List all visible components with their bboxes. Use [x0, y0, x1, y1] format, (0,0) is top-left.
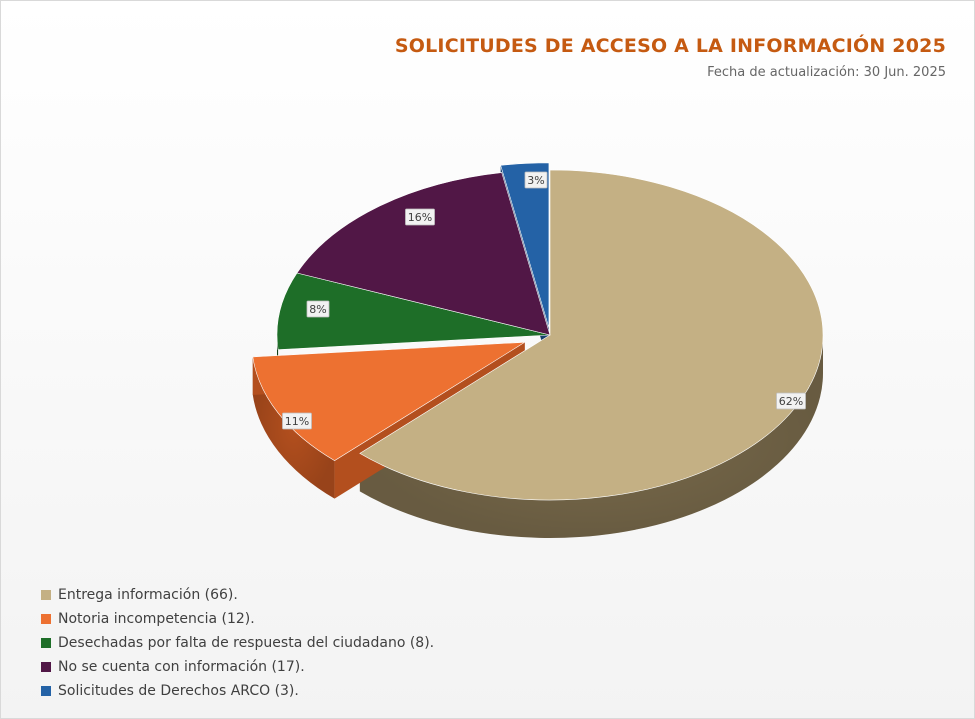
- legend-swatch: [41, 590, 51, 600]
- chart-subtitle: Fecha de actualización: 30 Jun. 2025: [707, 65, 946, 80]
- legend-swatch: [41, 686, 51, 696]
- data-label-entrega: 62%: [776, 392, 806, 410]
- legend-label: Desechadas por falta de respuesta del ci…: [58, 635, 435, 651]
- legend-swatch: [41, 662, 51, 672]
- data-label-arco: 3%: [524, 171, 548, 189]
- legend-label: Solicitudes de Derechos ARCO (3).: [58, 683, 299, 699]
- legend-item-no-informacion: No se cuenta con información (17).: [41, 655, 434, 679]
- slice-no-informacion: [296, 172, 551, 336]
- slice-desechadas: [276, 272, 551, 350]
- slice-arco: [500, 162, 550, 328]
- legend-label: Notoria incompetencia (12).: [58, 611, 255, 627]
- pie-tops: [252, 162, 824, 501]
- legend-swatch: [41, 614, 51, 624]
- slice-side-entrega: [359, 335, 824, 538]
- chart-title: SOLICITUDES DE ACCESO A LA INFORMACIÓN 2…: [394, 35, 946, 57]
- legend: Entrega información (66). Notoria incomp…: [41, 583, 434, 703]
- svg-text:11%: 11%: [285, 415, 309, 428]
- legend-label: Entrega información (66).: [58, 587, 238, 603]
- data-label-desechadas: 8%: [306, 300, 330, 318]
- legend-swatch: [41, 638, 51, 648]
- svg-text:3%: 3%: [527, 174, 544, 187]
- svg-text:16%: 16%: [408, 211, 432, 224]
- data-label-notoria: 11%: [282, 412, 312, 430]
- legend-item-notoria: Notoria incompetencia (12).: [41, 607, 434, 631]
- legend-item-desechadas: Desechadas por falta de respuesta del ci…: [41, 631, 434, 655]
- pie-labels: 62% 11% 8% 16% 3%: [282, 171, 806, 430]
- legend-item-arco: Solicitudes de Derechos ARCO (3).: [41, 679, 434, 703]
- data-label-no-informacion: 16%: [405, 208, 435, 226]
- slice-notoria: [252, 341, 525, 462]
- legend-item-entrega: Entrega información (66).: [41, 583, 434, 607]
- svg-text:62%: 62%: [779, 395, 803, 408]
- svg-text:8%: 8%: [309, 303, 326, 316]
- legend-label: No se cuenta con información (17).: [58, 659, 305, 675]
